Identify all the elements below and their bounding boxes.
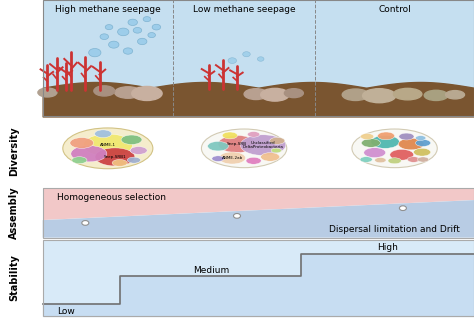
Ellipse shape — [121, 135, 142, 145]
Ellipse shape — [398, 138, 424, 150]
Bar — [43, 240, 474, 316]
Circle shape — [82, 220, 89, 225]
Bar — [43, 0, 474, 116]
Ellipse shape — [270, 137, 285, 144]
Ellipse shape — [342, 89, 369, 100]
Circle shape — [105, 25, 113, 30]
Ellipse shape — [222, 132, 237, 139]
Ellipse shape — [363, 89, 396, 103]
Ellipse shape — [95, 148, 135, 166]
Ellipse shape — [352, 129, 437, 168]
Bar — [43, 0, 474, 116]
Polygon shape — [43, 188, 474, 220]
Ellipse shape — [246, 157, 261, 164]
Ellipse shape — [63, 128, 153, 169]
Circle shape — [257, 57, 264, 61]
Ellipse shape — [72, 157, 87, 164]
Circle shape — [109, 41, 119, 48]
Ellipse shape — [240, 135, 286, 155]
Ellipse shape — [446, 91, 465, 99]
Ellipse shape — [201, 129, 287, 168]
Ellipse shape — [261, 88, 289, 101]
Ellipse shape — [218, 136, 256, 152]
Text: Low: Low — [57, 307, 74, 316]
Text: Seep-SRB1: Seep-SRB1 — [104, 155, 126, 159]
Ellipse shape — [130, 147, 147, 154]
Ellipse shape — [413, 148, 430, 156]
Circle shape — [123, 48, 133, 54]
Polygon shape — [43, 200, 474, 238]
Ellipse shape — [371, 136, 399, 148]
Ellipse shape — [244, 89, 268, 100]
Text: Stability: Stability — [9, 255, 19, 301]
Ellipse shape — [360, 157, 373, 162]
Ellipse shape — [399, 133, 414, 140]
Ellipse shape — [112, 160, 127, 167]
Ellipse shape — [70, 137, 94, 148]
Ellipse shape — [94, 86, 115, 96]
Ellipse shape — [208, 141, 228, 151]
Ellipse shape — [393, 88, 422, 100]
Circle shape — [400, 206, 406, 211]
Ellipse shape — [71, 145, 107, 162]
Text: Control: Control — [378, 5, 411, 14]
Text: Homogeneous selection: Homogeneous selection — [57, 193, 166, 202]
Text: Low methane seepage: Low methane seepage — [193, 5, 295, 14]
Ellipse shape — [424, 90, 448, 100]
Text: Diversity: Diversity — [9, 127, 19, 176]
Ellipse shape — [38, 88, 57, 97]
Ellipse shape — [388, 158, 401, 164]
Circle shape — [133, 27, 142, 33]
Ellipse shape — [364, 148, 385, 158]
Circle shape — [118, 28, 129, 36]
Text: High methane seepage: High methane seepage — [55, 5, 161, 14]
Circle shape — [89, 48, 101, 57]
Text: Medium: Medium — [193, 266, 229, 275]
Bar — [43, 240, 474, 316]
Ellipse shape — [261, 152, 280, 161]
Circle shape — [243, 52, 250, 57]
Ellipse shape — [415, 139, 430, 146]
Ellipse shape — [247, 132, 260, 137]
Ellipse shape — [83, 134, 132, 156]
Text: ANME-1: ANME-1 — [100, 143, 116, 147]
Text: High: High — [377, 243, 398, 252]
Ellipse shape — [127, 157, 140, 163]
Circle shape — [228, 58, 237, 63]
Circle shape — [100, 34, 109, 40]
Text: Dispersal limitation and Drift: Dispersal limitation and Drift — [329, 225, 460, 234]
Ellipse shape — [361, 139, 380, 147]
Ellipse shape — [407, 157, 419, 162]
Ellipse shape — [284, 89, 303, 98]
Polygon shape — [43, 254, 474, 316]
Ellipse shape — [94, 130, 111, 137]
Ellipse shape — [132, 86, 162, 100]
Circle shape — [137, 38, 147, 45]
Ellipse shape — [377, 132, 394, 140]
Circle shape — [152, 24, 161, 30]
Ellipse shape — [115, 87, 141, 98]
Ellipse shape — [271, 148, 282, 153]
Ellipse shape — [219, 152, 246, 164]
Ellipse shape — [417, 157, 428, 162]
Circle shape — [128, 19, 137, 26]
Ellipse shape — [415, 136, 426, 140]
Circle shape — [143, 17, 151, 22]
Text: ANME-2ab: ANME-2ab — [222, 156, 243, 160]
Text: Assembly: Assembly — [9, 186, 19, 239]
Ellipse shape — [212, 156, 224, 161]
Text: Seep-SRB: Seep-SRB — [227, 142, 247, 146]
Text: Unclassified
DeltaProteobacteria: Unclassified DeltaProteobacteria — [243, 141, 283, 149]
Bar — [43, 188, 474, 238]
Bar — [43, 88, 474, 116]
Circle shape — [234, 213, 240, 218]
Circle shape — [148, 33, 155, 38]
Ellipse shape — [390, 149, 413, 160]
Ellipse shape — [374, 158, 386, 163]
Ellipse shape — [360, 134, 374, 139]
